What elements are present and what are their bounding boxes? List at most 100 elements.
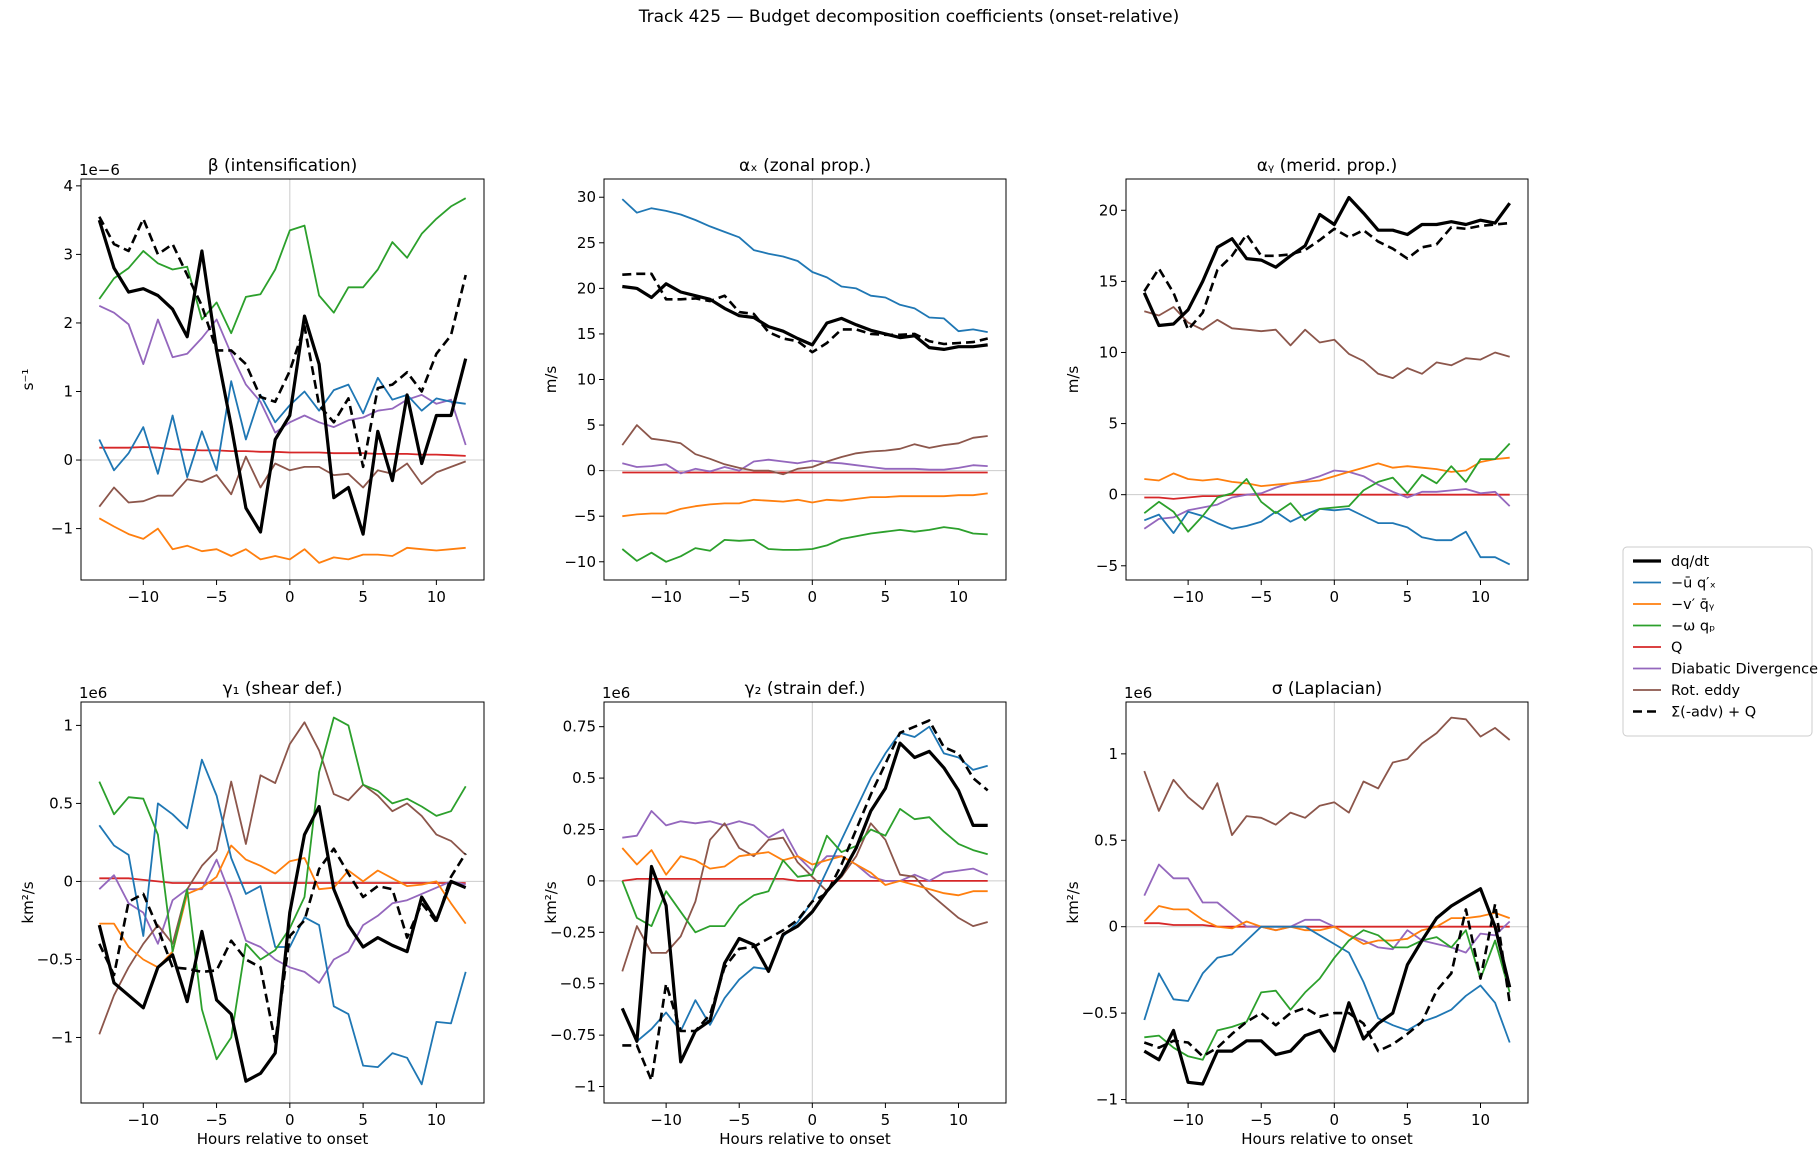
x-tick-label: 0 [808, 1111, 818, 1129]
y-tick-label: 15 [1099, 272, 1118, 290]
y-tick-label: 10 [1099, 343, 1118, 361]
y-axis-label: km²/s [542, 881, 560, 923]
series-line-w [1143, 442, 1511, 533]
y-tick-label: 30 [577, 188, 596, 206]
y-tick-label: 0 [586, 872, 596, 890]
y-tick-label: −0.5 [560, 975, 596, 993]
offset-text: 1e6 [1124, 684, 1152, 702]
x-tick-label: 10 [1471, 588, 1490, 606]
series-line-dqdt [97, 219, 468, 536]
x-axis-label: Hours relative to onset [197, 1130, 369, 1148]
y-axis-label: km²/s [19, 881, 37, 923]
axes-frame [80, 701, 485, 1104]
x-tick-label: −10 [127, 588, 159, 606]
series-line-sum [1143, 902, 1511, 1058]
x-tick-label: −10 [127, 1111, 159, 1129]
x-tick-label: 0 [285, 1111, 295, 1129]
y-tick-label: 1 [63, 716, 73, 734]
axes-frame [1125, 178, 1529, 581]
y-tick-label: 0 [63, 451, 73, 469]
y-tick-label: 20 [1099, 201, 1118, 219]
y-tick-label: 3 [63, 245, 73, 263]
series-line-sum [98, 847, 467, 1044]
y-tick-label: 1 [1108, 745, 1118, 763]
legend-label: −v′ q̄ᵧ [1671, 597, 1715, 613]
series-group [1142, 195, 1511, 566]
series-line-v [98, 517, 466, 564]
y-tick-label: 0.5 [1094, 831, 1118, 849]
series-line-sum [1143, 221, 1510, 331]
legend-label: Σ(-adv) + Q [1671, 705, 1756, 721]
series-line-rot [98, 455, 467, 508]
y-axis-label: s⁻¹ [19, 369, 37, 391]
legend-item-dqdt: dq/dt [1633, 554, 1709, 570]
series-line-Q [1144, 493, 1510, 500]
panel-title: β (intensification) [208, 156, 358, 176]
y-axis-label: km²/s [1064, 881, 1082, 923]
panel-title: αₓ (zonal prop.) [739, 156, 871, 176]
series-line-u [621, 198, 988, 333]
x-tick-label: −10 [650, 588, 682, 606]
y-tick-label: 15 [577, 325, 596, 343]
y-tick-label: 0 [1108, 486, 1118, 504]
y-tick-label: −0.75 [550, 1026, 596, 1044]
series-line-Q [99, 877, 466, 884]
legend: dq/dt −ū q′ₓ −v′ q̄ᵧ −ω qₚ Q Diabatic Diverge… [1622, 546, 1818, 737]
y-tick-label: 20 [577, 279, 596, 297]
axes-frame [603, 178, 1007, 581]
series-line-v [622, 492, 988, 518]
series-line-div [622, 458, 988, 475]
series-line-w [98, 197, 467, 335]
x-tick-label: 5 [1403, 1111, 1413, 1129]
series-line-sum [622, 719, 989, 1082]
x-tick-label: 0 [1330, 1111, 1340, 1129]
series-line-v [621, 847, 988, 897]
y-tick-label: 0 [63, 872, 73, 890]
y-axis-label: m/s [1064, 366, 1082, 394]
panel-title: σ (Laplacian) [1272, 679, 1383, 699]
panel-title: αᵧ (merid. prop.) [1257, 156, 1398, 176]
series-line-dqdt [1143, 887, 1512, 1086]
series-line-Q [1144, 922, 1510, 928]
y-tick-label: 1 [63, 382, 73, 400]
panel-2: −10 −5 0 5 10 −10 −5 0 5 10 15 20 25 30 αₓ (zonal prop… [542, 156, 1007, 606]
x-tick-label: 0 [808, 588, 818, 606]
x-tick-label: −5 [1250, 588, 1272, 606]
panel-3: −10 −5 0 5 10 −5 0 5 10 15 20 αᵧ (merid. prop.) m/s [1064, 156, 1529, 606]
y-tick-label: 2 [63, 314, 73, 332]
y-tick-label: −0.5 [37, 950, 73, 968]
series-line-Q [99, 446, 466, 457]
series-line-rot [1143, 716, 1511, 836]
series-line-u [98, 376, 466, 479]
series-line-rot [621, 822, 988, 972]
series-group [620, 719, 989, 1082]
x-tick-label: −5 [728, 588, 750, 606]
x-tick-label: 10 [427, 588, 446, 606]
y-tick-label: −1 [1096, 1091, 1118, 1109]
legend-item-Q: Q [1633, 640, 1682, 656]
legend-label: −ω qₚ [1671, 619, 1715, 635]
series-group [1143, 716, 1512, 1086]
x-tick-label: 5 [358, 1111, 368, 1129]
series-line-u [1143, 925, 1511, 1043]
series-line-sum [98, 216, 467, 469]
y-tick-label: −1 [51, 1028, 73, 1046]
series-line-Q [622, 878, 988, 882]
y-tick-label: 0 [586, 462, 596, 480]
series-line-div [1143, 469, 1511, 530]
y-tick-label: −5 [1096, 557, 1118, 575]
series-group [97, 716, 467, 1086]
x-tick-label: −5 [205, 1111, 227, 1129]
panel-title: γ₂ (strain def.) [745, 679, 866, 699]
y-tick-label: −10 [564, 553, 596, 571]
legend-box [1622, 546, 1813, 737]
x-tick-label: 0 [285, 588, 295, 606]
y-tick-label: 5 [586, 416, 596, 434]
x-tick-label: 5 [358, 588, 368, 606]
panel-4: −10 −5 0 5 10 −1 −0.5 0 0.5 1 γ₁ (shear def.) 1e6 km… [19, 679, 485, 1148]
y-tick-label: 0.5 [572, 769, 596, 787]
series-group [621, 198, 989, 563]
y-tick-label: −1 [51, 520, 73, 538]
figure-suptitle: Track 425 — Budget decomposition coeffic… [638, 7, 1180, 27]
